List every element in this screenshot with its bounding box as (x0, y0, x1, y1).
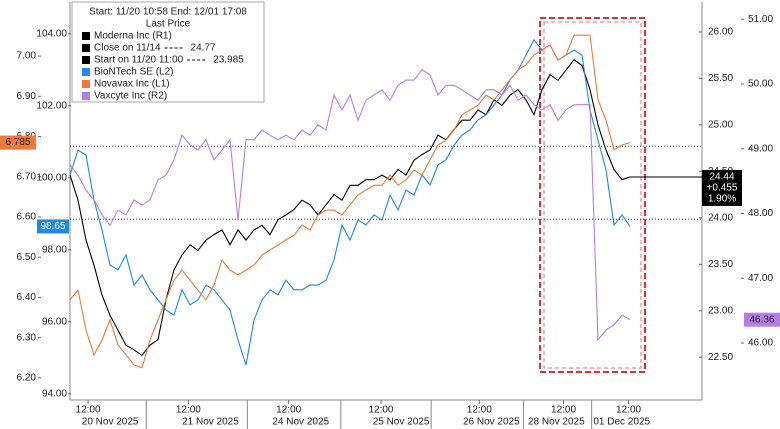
legend-label: Start on 11/20 11:00 (94, 55, 184, 66)
y-tick-label-r1: 25.50 (708, 73, 733, 84)
y-tick-label-l2: 96.00 (42, 317, 67, 328)
x-tick-label: 12:00 (551, 405, 576, 416)
day-label: 26 Nov 2025 (463, 417, 520, 428)
last-value-label: 6.785 (5, 137, 30, 148)
y-tick-label-r2: 48.00 (748, 208, 773, 219)
y-tick-label-r2: 49.00 (748, 143, 773, 154)
last-value-label: 24.44 (709, 172, 734, 183)
legend-ref-value: 24.77 (191, 43, 216, 54)
legend-swatch (82, 68, 90, 76)
y-tick-label-l1: 7.00 (17, 51, 37, 62)
day-label: 24 Nov 2025 (272, 417, 329, 428)
series-line (69, 34, 631, 369)
y-tick-label-l1: 6.50 (17, 252, 37, 263)
day-label: 01 Dec 2025 (593, 417, 650, 428)
highlight-box (539, 17, 646, 373)
last-value-box (702, 169, 742, 206)
y-tick-label-r1: 23.50 (708, 259, 733, 270)
highlight-box-inner (543, 21, 642, 369)
x-tick-label: 12:00 (467, 405, 492, 416)
y-tick-label-l2: 98.00 (42, 244, 67, 255)
legend-label: Moderna Inc (R1) (94, 31, 172, 42)
legend-label: Novavax Inc (L1) (94, 79, 170, 90)
legend-swatch (82, 80, 90, 88)
y-tick-label-l2: 100.00 (36, 172, 67, 183)
last-value-label: 98.65 (40, 221, 65, 232)
x-tick-label: 12:00 (616, 405, 641, 416)
plot-area (69, 34, 702, 369)
y-tick-label-r1: 24.00 (708, 212, 733, 223)
last-change-pct: 1.90% (708, 194, 736, 205)
y-tick-label-r1: 23.00 (708, 305, 733, 316)
y-tick-label-r1: 25.00 (708, 120, 733, 131)
day-label: 28 Nov 2025 (528, 417, 585, 428)
legend-swatch (82, 44, 90, 52)
y-tick-label-l1: 6.70 (17, 171, 37, 182)
day-label: 20 Nov 2025 (82, 417, 139, 428)
legend-swatch (82, 32, 90, 40)
last-change: +0.455 (707, 183, 738, 194)
y-tick-label-l1: 6.60 (17, 212, 37, 223)
x-tick-label: 12:00 (368, 405, 393, 416)
y-tick-label-l1: 6.90 (17, 91, 37, 102)
series-line (69, 69, 631, 342)
legend-header: Start: 11/20 10:58 End: 12/01 17:08 (89, 7, 247, 18)
last-value-box (744, 312, 780, 327)
last-value-box (0, 135, 36, 150)
y-tick-label-l1: 6.20 (17, 373, 37, 384)
x-tick-label: 12:00 (76, 405, 101, 416)
y-tick-label-r2: 50.00 (748, 79, 773, 90)
legend-label: Vaxcyte Inc (R2) (94, 91, 167, 102)
legend-label: Close on 11/14 (94, 43, 161, 54)
y-tick-label-l2: 102.00 (36, 100, 67, 111)
y-tick-label-r2: 46.00 (748, 338, 773, 349)
y-tick-label-r1: 22.50 (708, 352, 733, 363)
y-tick-label-r1: 26.00 (708, 27, 733, 38)
legend-ref-value: 23.985 (213, 55, 244, 66)
day-label: 25 Nov 2025 (373, 417, 430, 428)
x-tick-label: 12:00 (176, 405, 201, 416)
legend-swatch (82, 92, 90, 100)
y-tick-label-l2: 94.00 (42, 389, 67, 400)
x-tick-label: 12:00 (276, 405, 301, 416)
y-tick-label-l2: 104.00 (36, 28, 67, 39)
legend-swatch (82, 56, 90, 64)
legend-subheader: Last Price (146, 19, 191, 30)
legend-label: BioNTech SE (L2) (94, 67, 173, 78)
y-tick-label-l1: 6.40 (17, 292, 37, 303)
last-value-label: 46.36 (749, 314, 774, 325)
legend: Start: 11/20 10:58 End: 12/01 17:08 Last… (71, 1, 265, 103)
y-tick-label-r2: 51.00 (748, 14, 773, 25)
y-tick-label-l1: 6.30 (17, 332, 37, 343)
last-value-box (37, 219, 69, 234)
y-tick-label-r2: 47.00 (748, 273, 773, 284)
legend-box (71, 1, 265, 103)
day-label: 21 Nov 2025 (182, 417, 239, 428)
